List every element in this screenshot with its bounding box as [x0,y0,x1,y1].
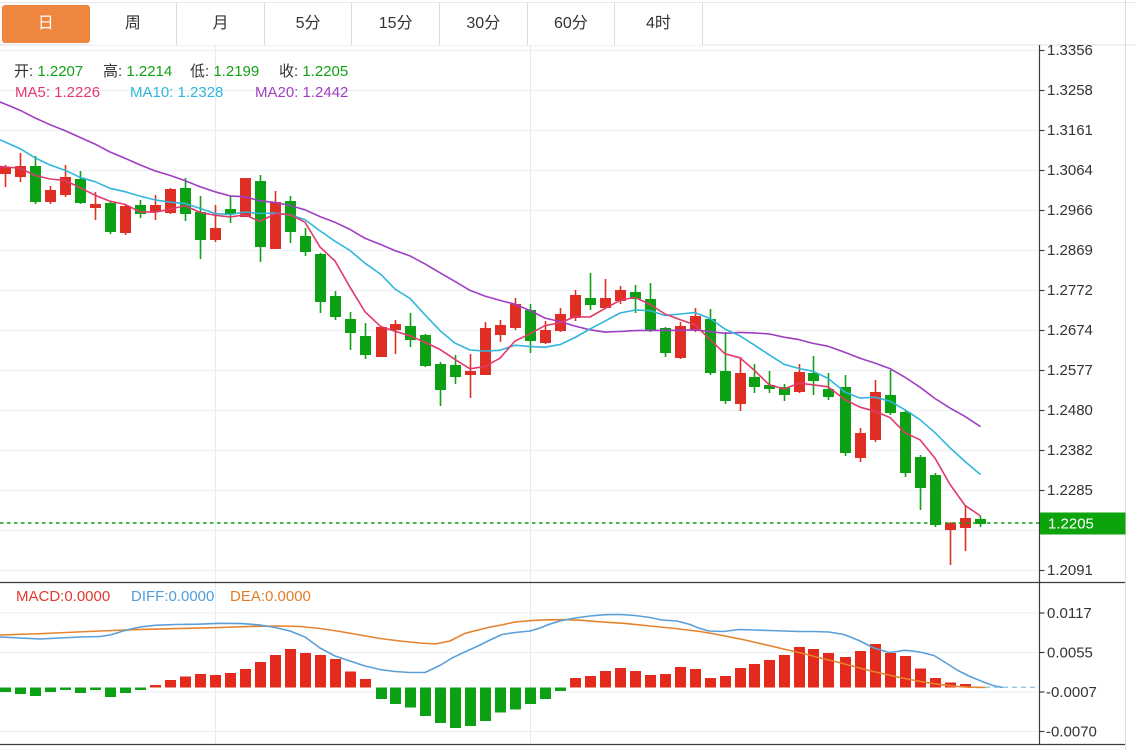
svg-text:1.2869: 1.2869 [1047,242,1093,259]
svg-text:0.0117: 0.0117 [1047,605,1092,622]
svg-text:1.3356: 1.3356 [1047,42,1093,59]
svg-text:1.2772: 1.2772 [1047,282,1093,299]
svg-text:-0.0007: -0.0007 [1046,684,1097,701]
svg-text:1.2966: 1.2966 [1047,202,1093,219]
svg-text:1.3161: 1.3161 [1047,122,1093,139]
svg-text:1.2285: 1.2285 [1047,482,1093,499]
svg-text:1.2205: 1.2205 [1048,516,1094,533]
svg-text:1.3258: 1.3258 [1047,82,1093,99]
svg-text:1.2480: 1.2480 [1047,402,1093,419]
svg-text:1.2674: 1.2674 [1047,322,1093,339]
svg-text:-0.0070: -0.0070 [1046,724,1097,741]
svg-text:1.2091: 1.2091 [1047,562,1093,579]
svg-text:1.2577: 1.2577 [1047,362,1093,379]
svg-text:0.0055: 0.0055 [1047,645,1093,662]
svg-text:1.3064: 1.3064 [1047,162,1093,179]
svg-text:1.2382: 1.2382 [1047,442,1093,459]
